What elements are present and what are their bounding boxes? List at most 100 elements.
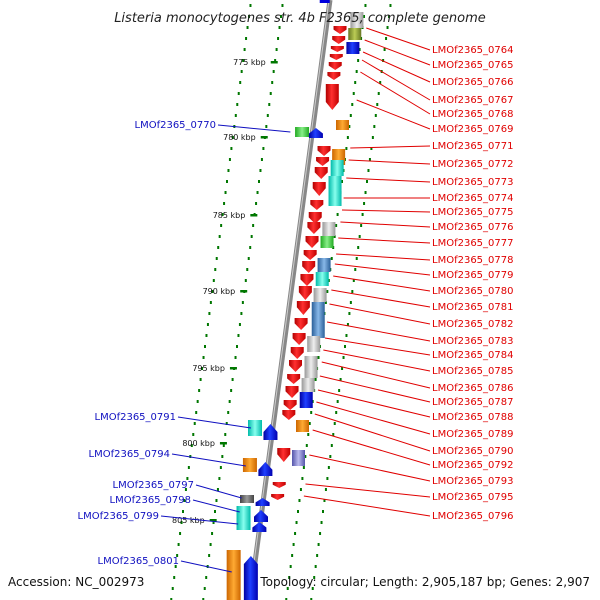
ruler-dot	[379, 81, 382, 84]
callout-line	[340, 221, 431, 228]
gene-label: LMOf2365_0780	[432, 286, 514, 297]
gene-label: LMOf2365_0765	[432, 60, 514, 71]
ruler-dot	[330, 257, 333, 260]
ruler-dot	[349, 301, 352, 304]
ruler-dot	[244, 279, 247, 282]
feature-forward	[332, 36, 346, 44]
callout-line	[341, 209, 431, 213]
ruler-dot	[333, 422, 336, 425]
gene-label: LMOf2365_0767	[432, 95, 514, 106]
gene-label: LMOf2365_0773	[432, 177, 514, 188]
gene-label: LMOf2365_0777	[432, 238, 514, 249]
ruler-dot	[236, 345, 238, 348]
ruler-dot	[351, 290, 354, 293]
feature-block	[307, 336, 321, 352]
ruler-dot	[224, 433, 227, 436]
callout-line	[305, 483, 431, 498]
callout-line	[180, 560, 232, 573]
feature-reverse	[254, 510, 268, 522]
ruler-dot	[241, 301, 244, 304]
ruler-dot	[330, 444, 333, 447]
callout-line	[360, 71, 431, 115]
ruler-dot	[238, 323, 241, 326]
ruler-dot	[228, 400, 231, 403]
ruler-dot	[231, 378, 234, 381]
ruler-dot	[227, 411, 230, 414]
feature-forward	[328, 62, 342, 70]
feature-block	[315, 272, 329, 286]
gene-label: LMOf2365_0771	[432, 141, 514, 152]
callout-line	[303, 495, 431, 517]
ruler-dot	[349, 114, 352, 117]
gene-label: LMOf2365_0772	[432, 159, 514, 170]
ruler-dot	[358, 235, 361, 238]
gene-label: LMOf2365_0769	[432, 124, 514, 135]
feature-forward	[271, 494, 285, 500]
callout-line	[336, 253, 431, 261]
gene-label: LMOf2365_0766	[432, 77, 514, 88]
ruler-dot	[342, 356, 345, 359]
ruler-dot	[302, 466, 305, 469]
ruler-dot	[338, 389, 341, 392]
ruler-dot	[221, 213, 224, 216]
ruler-dot	[246, 26, 249, 29]
gene-labels-right: LMOf2365_0764 LMOf2365_0765 LMOf2365_0766 L…	[432, 45, 514, 522]
ruler-dot	[184, 488, 187, 491]
ruler-dot	[192, 433, 195, 436]
gene-label: LMOf2365_0778	[432, 255, 514, 266]
ruler-dot	[216, 488, 219, 491]
feature-block	[240, 495, 254, 503]
callout-line	[309, 454, 431, 482]
gene-label: LMOf2365_0790	[432, 446, 514, 457]
ruler-dot	[326, 477, 329, 480]
ruler-dot	[366, 180, 368, 183]
gene-label: LMOf2365_0775	[432, 207, 514, 218]
ruler: 775 kbp 780 kbp 785 kbp 790 kbp 795 kbp 800 k…	[172, 58, 278, 525]
ruler-dot	[217, 246, 220, 249]
ruler-dot	[250, 235, 253, 238]
ruler-dot	[177, 543, 180, 546]
ruler-dot	[316, 554, 319, 557]
ruler-dot	[319, 532, 322, 535]
ruler-dot	[195, 411, 198, 414]
ruler-dots	[170, 4, 392, 600]
ruler-dot	[285, 598, 288, 600]
ruler-dot	[240, 70, 243, 73]
ruler-dot	[256, 191, 259, 194]
ruler-dot	[174, 565, 177, 568]
ruler-dot	[344, 345, 346, 348]
ruler-dot	[361, 213, 364, 216]
callout-line	[348, 159, 431, 165]
ruler-dot	[298, 499, 301, 502]
ruler-dot	[173, 576, 176, 579]
ruler-dot	[211, 532, 214, 535]
accession-label: Accession: NC_002973	[8, 575, 144, 589]
feature-forward	[308, 212, 322, 224]
ruler-dot	[364, 191, 367, 194]
feature-block	[299, 392, 313, 408]
ruler-dot	[324, 301, 327, 304]
ruler-dot	[224, 191, 227, 194]
ruler-dot	[208, 312, 211, 315]
ruler-dot	[237, 334, 240, 337]
ruler-dot	[335, 411, 338, 414]
callout-line	[319, 375, 431, 403]
ruler-tick	[250, 214, 258, 217]
ruler-dot	[182, 510, 184, 513]
ruler-dot	[255, 202, 258, 205]
feature-block	[292, 450, 305, 466]
callout-line	[195, 484, 242, 499]
ruler-dot	[291, 554, 294, 557]
feature-forward	[310, 200, 324, 210]
ruler-dot	[212, 521, 215, 524]
feature-forward	[307, 222, 321, 234]
ruler-dot	[183, 499, 186, 502]
feature-block	[296, 420, 309, 432]
ruler-dot	[341, 180, 343, 183]
ruler-dot	[286, 587, 289, 590]
callout-line	[177, 416, 252, 429]
feature-block	[320, 236, 334, 248]
gene-label: LMOf2365_0799	[78, 511, 160, 522]
ruler-dot	[339, 378, 342, 381]
